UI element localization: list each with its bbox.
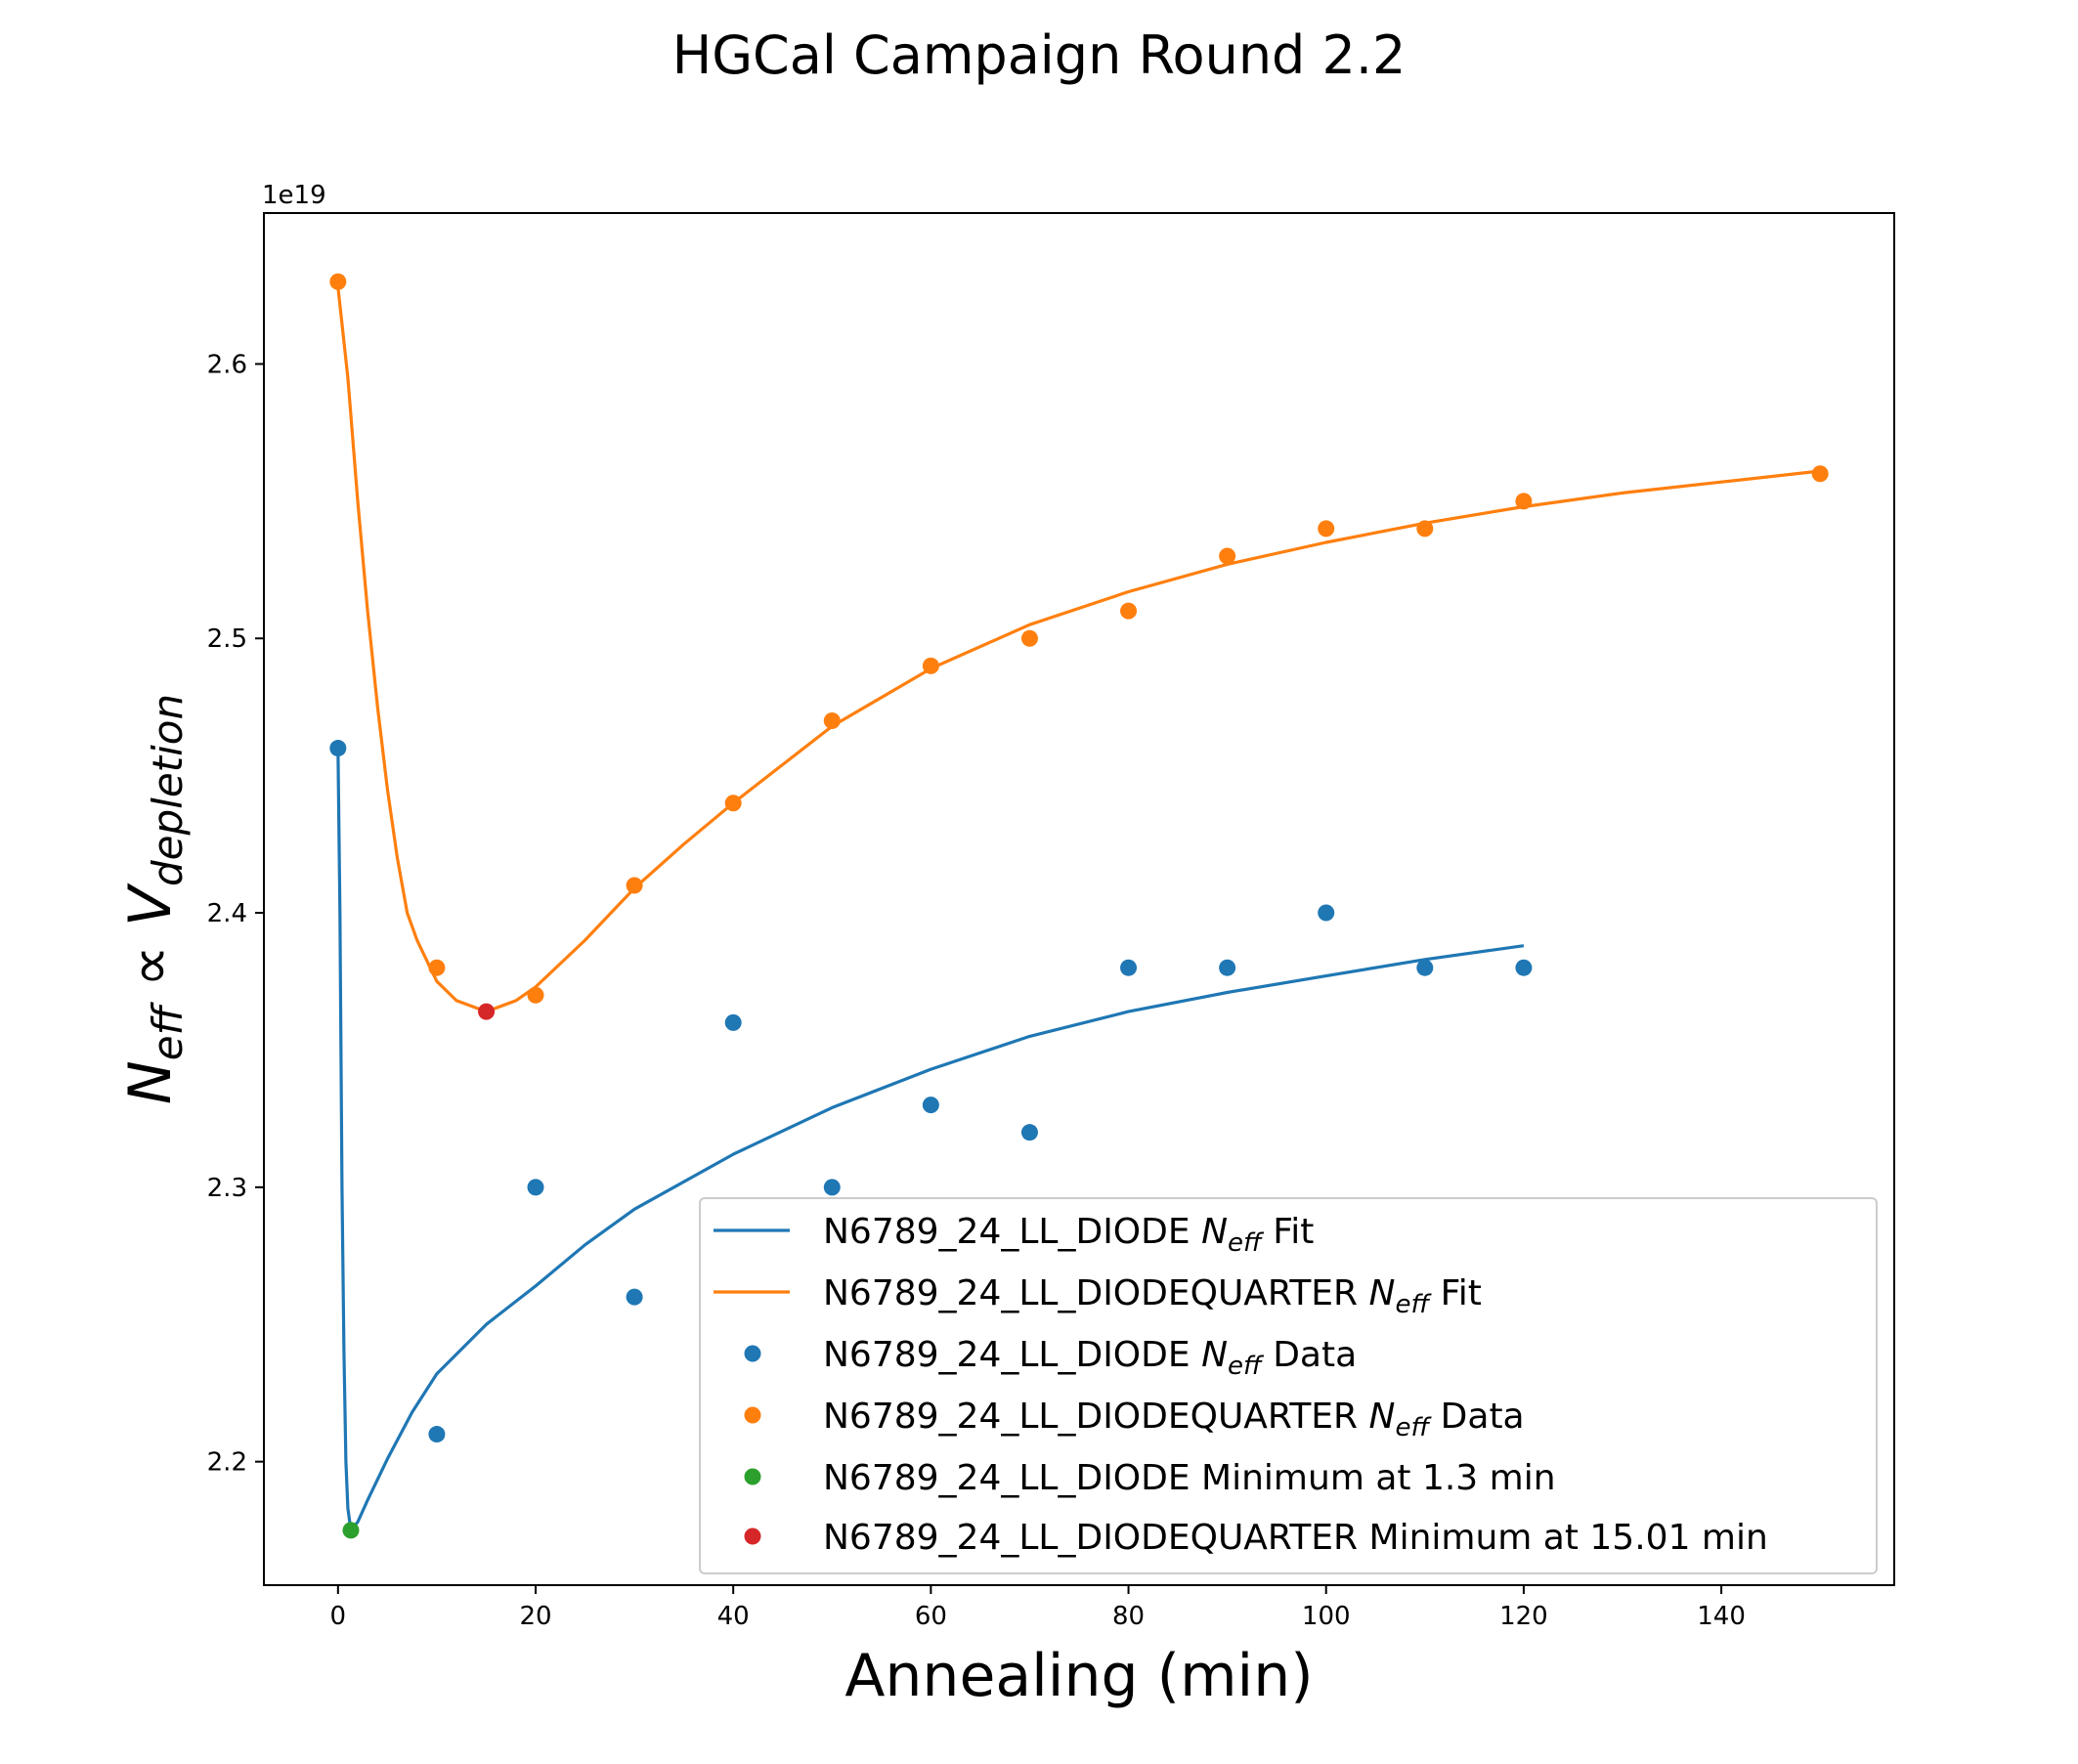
legend: N6789_24_LL_DIODE Neff Fit N6789_24_LL_DI…: [699, 1197, 1878, 1574]
data-point: [724, 795, 742, 812]
legend-marker-swatch: [744, 1527, 761, 1545]
data-point: [1120, 602, 1138, 620]
data-point: [1416, 520, 1434, 538]
plot-area: [329, 273, 1829, 1539]
data-point: [527, 1179, 544, 1196]
data-point: [1515, 493, 1533, 510]
data-point: [823, 1179, 841, 1196]
data-point: [428, 959, 446, 976]
legend-box: [699, 1197, 1878, 1574]
x-tick-label: 20: [519, 1602, 551, 1631]
axes-frame: [263, 212, 1895, 1586]
data-point: [342, 1522, 360, 1539]
x-tick-label: 60: [915, 1602, 947, 1631]
data-point: [329, 740, 347, 757]
x-axis-label: Annealing (min): [844, 1642, 1313, 1710]
x-tick-label: 80: [1112, 1602, 1145, 1631]
y-axis-label: Neff ∝ Vdepletion: [116, 694, 192, 1104]
data-point: [1120, 959, 1138, 976]
data-point: [922, 657, 939, 674]
legend-label: N6789_24_LL_DIODE Neff Fit: [823, 1212, 1314, 1258]
y-tick-label: 2.2: [207, 1448, 247, 1478]
data-point: [1318, 904, 1335, 922]
y-tick-label: 2.6: [207, 350, 247, 379]
x-tick-label: 0: [330, 1602, 347, 1631]
fit-line: [336, 286, 1821, 1013]
data-point: [1219, 959, 1236, 976]
data-point: [922, 1097, 939, 1114]
data-point: [1020, 629, 1038, 647]
legend-label: N6789_24_LL_DIODEQUARTER Minimum at 15.0…: [823, 1518, 1768, 1558]
data-point: [626, 877, 643, 894]
y-offset-label: 1e19: [262, 181, 326, 210]
y-tick-label: 2.4: [207, 899, 247, 928]
x-tick-label: 120: [1499, 1602, 1548, 1631]
legend-label: N6789_24_LL_DIODEQUARTER Neff Fit: [823, 1273, 1482, 1319]
fit-line: [336, 748, 1525, 1532]
chart-title: HGCal Campaign Round 2.2: [672, 24, 1407, 86]
data-point: [428, 1426, 446, 1443]
data-point: [478, 1003, 496, 1020]
data-point: [1020, 1124, 1038, 1141]
data-point: [1318, 520, 1335, 538]
data-point: [1811, 465, 1829, 483]
data-point: [329, 273, 347, 290]
data-point: [1219, 547, 1236, 565]
legend-marker-swatch: [744, 1406, 761, 1424]
legend-label: N6789_24_LL_DIODEQUARTER Neff Data: [823, 1397, 1525, 1442]
x-axis: 0 20 40 60 80 100 120 140: [330, 1585, 1746, 1631]
data-point: [527, 986, 544, 1004]
data-point: [626, 1288, 643, 1306]
data-point: [1515, 959, 1533, 976]
legend-marker-swatch: [744, 1345, 761, 1362]
x-tick-label: 100: [1302, 1602, 1351, 1631]
y-tick-label: 2.5: [207, 624, 247, 654]
legend-label: N6789_24_LL_DIODE Minimum at 1.3 min: [823, 1458, 1556, 1498]
x-tick-label: 40: [717, 1602, 750, 1631]
data-point: [823, 711, 841, 729]
data-point: [724, 1013, 742, 1031]
data-point: [1416, 959, 1434, 976]
plot-content: [329, 273, 1829, 1539]
legend-marker-swatch: [744, 1468, 761, 1485]
x-tick-label: 140: [1697, 1602, 1746, 1631]
legend-label: N6789_24_LL_DIODE Neff Data: [823, 1335, 1357, 1381]
y-axis: 2.2 2.3 2.4 2.5 2.6: [207, 350, 264, 1478]
y-tick-label: 2.3: [207, 1174, 247, 1203]
